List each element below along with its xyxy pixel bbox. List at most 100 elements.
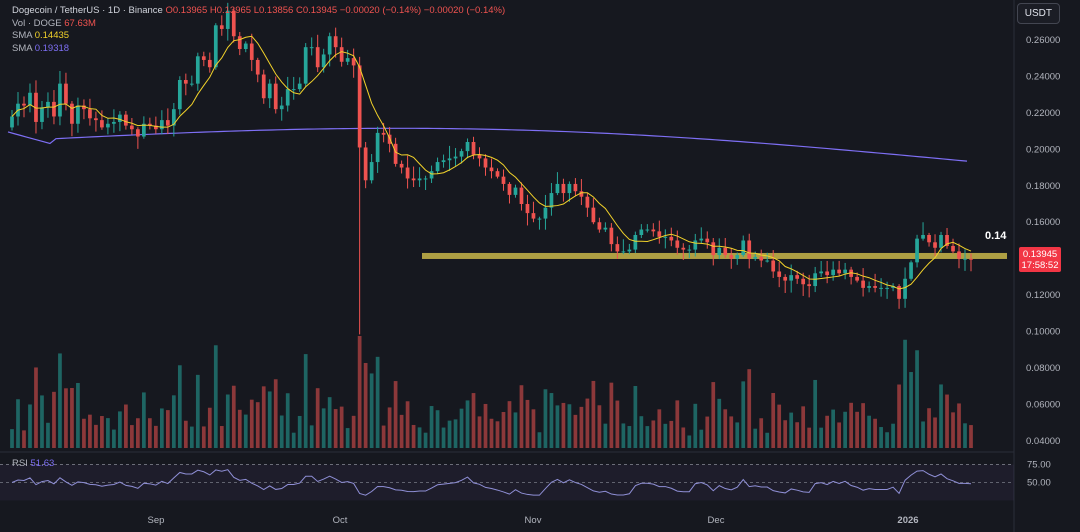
candle-body xyxy=(627,249,632,252)
volume-bar xyxy=(567,404,572,448)
candle-body xyxy=(411,178,416,181)
volume-bar xyxy=(10,429,14,448)
volume-bar xyxy=(807,427,812,448)
currency-button[interactable]: USDT xyxy=(1016,3,1060,24)
volume-bar xyxy=(124,404,128,448)
sma-slow-label[interactable]: SMA xyxy=(12,42,33,54)
volume-bar xyxy=(411,424,416,448)
candle-body xyxy=(531,213,536,219)
symbol-title[interactable]: Dogecoin / TetherUS · 1D · Binance xyxy=(12,5,163,16)
volume-bar xyxy=(897,384,901,448)
volume-bar xyxy=(447,420,452,448)
volume-bar xyxy=(783,420,788,448)
chart-legend: Dogecoin / TetherUS · 1D · Binance O0.13… xyxy=(12,5,505,55)
volume-bar xyxy=(519,385,524,448)
candle-body xyxy=(495,171,500,177)
candle-body xyxy=(142,123,146,137)
candle-body xyxy=(945,235,949,246)
volume-bar xyxy=(267,391,272,448)
candle-body xyxy=(879,287,883,289)
candle-body xyxy=(303,47,308,84)
candle-body xyxy=(136,129,140,137)
volume-bar xyxy=(603,423,608,448)
x-tick-label: 2026 xyxy=(897,515,918,526)
volume-bar xyxy=(34,367,38,448)
candle-body xyxy=(153,125,158,130)
volume-bar xyxy=(453,419,458,448)
candle-body xyxy=(855,276,859,281)
y-tick-label: 0.24000 xyxy=(1026,71,1060,82)
candle-body xyxy=(483,158,488,168)
volume-bar xyxy=(609,382,614,448)
volume-bar xyxy=(201,426,206,448)
candle-body xyxy=(699,238,704,241)
volume-bar xyxy=(64,388,68,448)
candle-body xyxy=(225,10,230,29)
candle-body xyxy=(861,280,865,288)
sma-fast-line xyxy=(11,35,972,290)
volume-bar xyxy=(657,409,662,448)
volume-bar xyxy=(945,394,949,448)
candle-body xyxy=(921,235,925,239)
volume-bar xyxy=(118,411,122,448)
volume-bar xyxy=(507,401,512,448)
volume-bar xyxy=(405,401,410,448)
candle-body xyxy=(777,271,782,277)
candle-body xyxy=(669,236,674,241)
rsi-label[interactable]: RSI xyxy=(12,458,28,469)
candle-body xyxy=(76,105,80,124)
volume-bar xyxy=(693,403,698,448)
volume-bar xyxy=(723,409,728,448)
candle-body xyxy=(46,101,50,108)
volume-bar xyxy=(555,405,560,448)
candle-body xyxy=(100,120,104,128)
candle-body xyxy=(489,167,494,172)
rsi-value: 51.63 xyxy=(30,458,55,469)
volume-bar xyxy=(177,365,182,448)
volume-bar xyxy=(28,404,32,448)
volume-bar xyxy=(669,420,674,448)
candle-body xyxy=(70,103,74,124)
volume-bar xyxy=(333,409,338,448)
sma-fast-label[interactable]: SMA xyxy=(12,30,33,41)
candle-body xyxy=(579,191,584,197)
volume-bar xyxy=(46,422,50,448)
volume-bar xyxy=(159,408,164,448)
volume-bar xyxy=(699,429,704,448)
volume-bar xyxy=(621,423,626,448)
volume-bar xyxy=(861,403,865,448)
candle-body xyxy=(471,142,476,155)
y-tick-label: 0.08000 xyxy=(1026,363,1060,374)
volume-bar xyxy=(675,400,680,448)
volume-bar xyxy=(663,423,668,448)
candle-body xyxy=(477,154,482,159)
candle-body xyxy=(735,255,740,259)
volume-bar xyxy=(225,394,230,448)
volume-bar xyxy=(183,420,188,448)
candle-body xyxy=(819,271,824,274)
volume-bar xyxy=(777,404,782,448)
candle-body xyxy=(549,193,554,208)
volume-bar xyxy=(171,395,176,448)
volume-bar xyxy=(153,425,158,448)
volume-bar xyxy=(771,393,776,448)
candle-body xyxy=(873,286,877,288)
volume-bar xyxy=(387,407,392,448)
volume-bar xyxy=(879,427,883,448)
volume-bar xyxy=(399,414,404,448)
candle-body xyxy=(597,222,602,230)
volume-bar xyxy=(525,399,530,448)
y-tick-label: 0.22000 xyxy=(1026,108,1060,119)
rsi-line xyxy=(11,469,972,496)
volume-bar xyxy=(423,432,428,448)
volume-bar xyxy=(207,407,212,448)
candle-body xyxy=(609,227,614,245)
candle-body xyxy=(399,163,404,168)
volume-label[interactable]: Vol · DOGE xyxy=(12,17,62,29)
candle-body xyxy=(82,105,86,110)
candle-body xyxy=(459,151,464,157)
volume-bar xyxy=(651,420,656,448)
candle-body xyxy=(729,255,734,259)
volume-bar xyxy=(249,399,254,448)
